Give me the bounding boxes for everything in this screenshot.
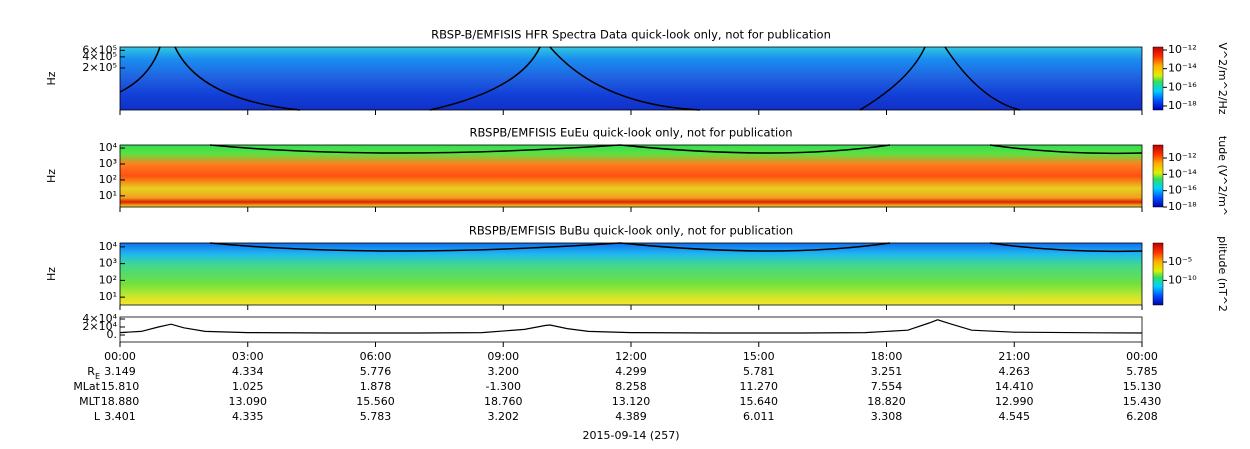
- y-axis-label: Hz: [45, 267, 58, 281]
- y-tick-label: 2×10⁴: [82, 320, 117, 333]
- ephemeris-value: 13.120: [612, 395, 651, 408]
- cutoff-curve: [209, 144, 1143, 155]
- ephemeris-value: 13.090: [229, 395, 268, 408]
- colorbar: [1152, 144, 1164, 208]
- x-tick-label: 06:00: [360, 350, 392, 363]
- ephemeris-value: 4.545: [999, 410, 1031, 423]
- ephemeris-value: 18.760: [484, 395, 523, 408]
- x-tick-label: 18:00: [871, 350, 903, 363]
- colorbar-tick-label: 10⁻¹²: [1168, 151, 1197, 164]
- y-tick-label: 0.: [107, 328, 118, 341]
- colorbar: [1152, 242, 1164, 306]
- spectrogram: [120, 243, 1142, 305]
- colorbar-label: V^2/m^2/Hz: [1216, 42, 1229, 114]
- ephemeris-value: 15.130: [1123, 380, 1162, 393]
- colorbar-label: plitude (nT^2: [1216, 236, 1229, 312]
- colorbar-tick-label: 10⁻¹⁶: [1168, 80, 1197, 93]
- ephemeris-value: -1.300: [486, 380, 521, 393]
- ephemeris-value: 14.410: [995, 380, 1034, 393]
- colorbar-label: tude (V^2/m^: [1216, 136, 1229, 216]
- spectrogram: [120, 145, 1142, 207]
- colorbar: [1152, 46, 1164, 111]
- y-tick-label: 2×10⁵: [82, 61, 117, 74]
- ephemeris-value: 15.810: [101, 380, 140, 393]
- x-tick-label: 15:00: [743, 350, 775, 363]
- panel-title: RBSPB/EMFISIS BuBu quick-look only, not …: [469, 224, 793, 238]
- colorbar-tick-label: 10⁻¹⁸: [1168, 99, 1197, 112]
- cutoff-curve: [119, 46, 1021, 111]
- row-label: RE: [87, 365, 100, 381]
- spectrogram: [120, 47, 1142, 110]
- y-axis-label: Hz: [45, 169, 58, 183]
- ephemeris-value: 3.149: [104, 365, 136, 378]
- ephemeris-value: 5.783: [360, 410, 392, 423]
- date-label: 2015-09-14 (257): [582, 429, 679, 442]
- ephemeris-value: 6.011: [743, 410, 775, 423]
- ephemeris-value: 6.208: [1126, 410, 1158, 423]
- x-tick-label: 03:00: [232, 350, 264, 363]
- row-label: MLT: [79, 395, 100, 408]
- plot-frame: [119, 316, 1143, 343]
- colorbar-tick-label: 10⁻¹⁶: [1168, 184, 1197, 197]
- ephemeris-value: 4.263: [999, 365, 1031, 378]
- ephemeris-value: 15.560: [356, 395, 395, 408]
- cutoff-curve: [209, 242, 1143, 253]
- ephemeris-value: 4.299: [615, 365, 647, 378]
- y-tick-label: 10²: [99, 273, 117, 286]
- colorbar-tick-label: 10⁻¹²: [1168, 43, 1197, 56]
- ephemeris-value: 5.776: [360, 365, 392, 378]
- y-tick-label: 6×10⁵: [82, 43, 117, 56]
- colorbar-tick-label: 10⁻¹⁴: [1168, 167, 1197, 180]
- ephemeris-value: 1.025: [232, 380, 264, 393]
- y-tick-label: 4×10⁴: [82, 312, 117, 325]
- x-tick-label: 21:00: [998, 350, 1030, 363]
- ephemeris-value: 3.202: [488, 410, 520, 423]
- y-tick-label: 10³: [99, 157, 117, 170]
- ephemeris-value: 4.335: [232, 410, 264, 423]
- colorbar-tick-label: 10⁻¹⁰: [1168, 273, 1197, 286]
- x-tick-label: 12:00: [615, 350, 647, 363]
- row-label: L: [94, 410, 101, 423]
- ephemeris-value: 3.308: [871, 410, 903, 423]
- colorbar-tick-label: 10⁻¹⁴: [1168, 62, 1197, 75]
- x-tick-label: 00:00: [1126, 350, 1158, 363]
- y-tick-label: 10³: [99, 257, 117, 270]
- line-series: [119, 319, 1143, 334]
- ephemeris-value: 12.990: [995, 395, 1034, 408]
- ephemeris-labels: RE MLat MLT L: [73, 365, 101, 423]
- ephemeris-value: 18.820: [867, 395, 906, 408]
- ephemeris-value: 5.781: [743, 365, 775, 378]
- ephemeris-value: 3.200: [488, 365, 520, 378]
- ephemeris-value: 3.401: [104, 410, 136, 423]
- y-tick-label: 10²: [99, 173, 117, 186]
- ephemeris-value: 3.251: [871, 365, 903, 378]
- ephemeris-value: 7.554: [871, 380, 903, 393]
- panel-title: RBSPB/EMFISIS EuEu quick-look only, not …: [469, 126, 792, 140]
- ephemeris-value: 4.334: [232, 365, 264, 378]
- colorbar-tick-label: 10⁻¹⁸: [1168, 200, 1197, 213]
- y-tick-label: 10⁴: [99, 240, 118, 253]
- ephemeris-value: 11.270: [740, 380, 779, 393]
- y-tick-label: 10⁴: [99, 141, 118, 154]
- ephemeris-value: 1.878: [360, 380, 392, 393]
- y-tick-label: 10¹: [99, 189, 117, 202]
- x-tick-label: 00:00: [104, 350, 136, 363]
- ephemeris-value: 15.430: [1123, 395, 1162, 408]
- row-label: MLat: [73, 380, 100, 393]
- ephemeris-value: 18.880: [101, 395, 140, 408]
- y-tick-label: 10¹: [99, 290, 117, 303]
- panel-title: RBSP-B/EMFISIS HFR Spectra Data quick-lo…: [431, 28, 831, 42]
- ephemeris-value: 4.389: [615, 410, 647, 423]
- ephemeris-value: 8.258: [615, 380, 647, 393]
- y-axis-label: Hz: [45, 71, 58, 85]
- colorbar-tick-label: 10⁻⁵: [1168, 255, 1192, 268]
- ephemeris-value: 5.785: [1126, 365, 1158, 378]
- x-tick-label: 09:00: [487, 350, 519, 363]
- y-tick-label: 4×10⁵: [82, 50, 117, 63]
- ephemeris-value: 15.640: [740, 395, 779, 408]
